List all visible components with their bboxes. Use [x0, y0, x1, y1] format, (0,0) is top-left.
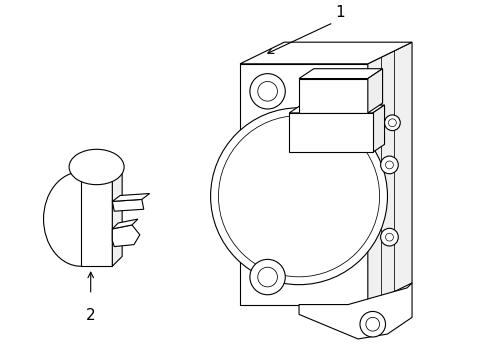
Ellipse shape [43, 172, 118, 266]
Ellipse shape [249, 74, 285, 109]
Ellipse shape [365, 317, 379, 331]
Polygon shape [367, 69, 382, 113]
Ellipse shape [210, 108, 386, 285]
Polygon shape [81, 162, 122, 172]
Ellipse shape [385, 161, 392, 169]
Polygon shape [240, 42, 411, 64]
Ellipse shape [380, 228, 398, 246]
Ellipse shape [387, 119, 395, 127]
Ellipse shape [249, 259, 285, 295]
Ellipse shape [69, 149, 124, 185]
Polygon shape [288, 113, 372, 152]
Ellipse shape [218, 116, 379, 277]
Polygon shape [299, 78, 367, 113]
Text: 2: 2 [86, 307, 95, 323]
Polygon shape [299, 69, 382, 78]
Ellipse shape [384, 115, 400, 131]
Ellipse shape [380, 156, 398, 174]
Polygon shape [372, 105, 384, 152]
Ellipse shape [359, 311, 385, 337]
Polygon shape [288, 105, 384, 113]
Ellipse shape [257, 81, 277, 101]
Ellipse shape [257, 267, 277, 287]
Polygon shape [112, 225, 140, 247]
Polygon shape [81, 172, 112, 266]
Polygon shape [112, 194, 149, 201]
Ellipse shape [385, 233, 392, 241]
Polygon shape [240, 64, 367, 305]
Polygon shape [299, 283, 411, 339]
Text: 1: 1 [335, 5, 345, 19]
Polygon shape [367, 42, 411, 305]
Polygon shape [112, 199, 143, 211]
Polygon shape [112, 162, 122, 266]
Polygon shape [112, 219, 138, 229]
